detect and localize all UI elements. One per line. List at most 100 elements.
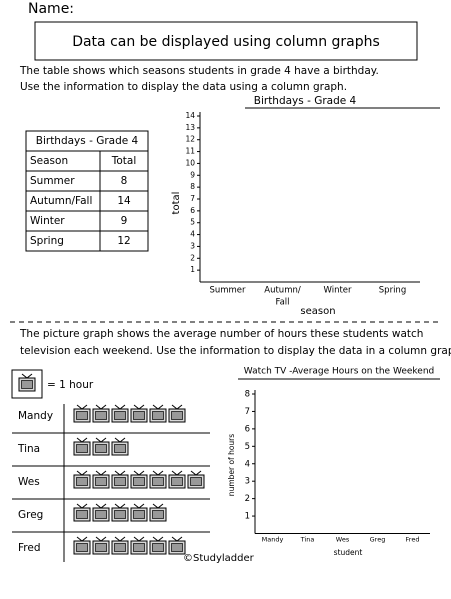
antenna bbox=[81, 503, 88, 509]
student-name: Tina bbox=[17, 443, 40, 455]
table-cell: 8 bbox=[121, 175, 128, 187]
x-tick-label: Fred bbox=[406, 536, 420, 544]
x-tick-label: Fall bbox=[275, 298, 289, 308]
x-tick-label: Autumn/ bbox=[264, 286, 301, 296]
y-tick-label: 2 bbox=[245, 494, 250, 504]
table-cell: 9 bbox=[121, 215, 128, 227]
y-tick-label: 13 bbox=[185, 123, 195, 132]
antenna bbox=[119, 437, 126, 443]
antenna bbox=[26, 373, 33, 379]
tv-screen bbox=[95, 543, 107, 552]
table-header: Total bbox=[111, 155, 137, 167]
y-tick-label: 6 bbox=[245, 424, 250, 434]
y-tick-label: 6 bbox=[190, 206, 195, 215]
tv-screen bbox=[152, 543, 164, 552]
antenna bbox=[152, 536, 159, 542]
x-axis-label: student bbox=[334, 548, 363, 557]
antenna bbox=[114, 536, 121, 542]
antenna bbox=[76, 404, 83, 410]
tv-screen bbox=[95, 411, 107, 420]
antenna bbox=[176, 536, 183, 542]
tv-screen bbox=[171, 543, 183, 552]
tv-screen bbox=[76, 444, 88, 453]
tv-icon bbox=[92, 404, 110, 423]
antenna bbox=[133, 470, 140, 476]
instruction: television each weekend. Use the informa… bbox=[20, 345, 451, 357]
antenna bbox=[190, 470, 197, 476]
x-axis-label: season bbox=[300, 306, 335, 317]
y-tick-label: 8 bbox=[190, 182, 195, 191]
antenna bbox=[152, 503, 159, 509]
table-cell: Spring bbox=[30, 235, 64, 247]
antenna bbox=[95, 470, 102, 476]
y-axis-label: total bbox=[171, 192, 182, 215]
tv-icon bbox=[149, 470, 167, 489]
tv-screen bbox=[171, 411, 183, 420]
x-tick-label: Greg bbox=[370, 536, 386, 544]
antenna bbox=[138, 503, 145, 509]
y-tick-label: 5 bbox=[190, 218, 195, 227]
y-axis-label: number of hours bbox=[227, 434, 236, 496]
x-tick-label: Wes bbox=[336, 536, 350, 544]
antenna bbox=[133, 404, 140, 410]
antenna bbox=[152, 470, 159, 476]
antenna bbox=[157, 503, 164, 509]
tv-icon bbox=[187, 470, 205, 489]
tv-icon bbox=[73, 470, 91, 489]
y-tick-label: 10 bbox=[185, 158, 195, 167]
antenna bbox=[119, 503, 126, 509]
name-label: Name: bbox=[28, 1, 74, 17]
tv-icon bbox=[168, 536, 186, 555]
antenna bbox=[176, 404, 183, 410]
x-tick-label: Mandy bbox=[262, 536, 284, 544]
y-tick-label: 12 bbox=[185, 135, 195, 144]
tv-icon bbox=[73, 404, 91, 423]
antenna bbox=[119, 470, 126, 476]
antenna bbox=[157, 470, 164, 476]
tv-icon bbox=[73, 536, 91, 555]
tv-screen bbox=[76, 543, 88, 552]
tv-screen bbox=[114, 543, 126, 552]
x-tick-label: Tina bbox=[300, 536, 315, 544]
tv-icon bbox=[149, 536, 167, 555]
x-tick-label: Winter bbox=[323, 286, 352, 296]
tv-icon bbox=[111, 437, 129, 456]
tv-screen bbox=[95, 477, 107, 486]
y-tick-label: 11 bbox=[185, 147, 195, 156]
tv-icon bbox=[130, 536, 148, 555]
tv-icon bbox=[168, 404, 186, 423]
x-tick-label: Summer bbox=[209, 286, 246, 296]
student-name: Greg bbox=[18, 509, 43, 521]
tv-icon bbox=[111, 536, 129, 555]
worksheet-title: Data can be displayed using column graph… bbox=[72, 34, 380, 50]
antenna bbox=[100, 404, 107, 410]
antenna bbox=[95, 503, 102, 509]
tv-screen bbox=[133, 477, 145, 486]
table-cell: Winter bbox=[30, 215, 65, 227]
tv-screen bbox=[114, 411, 126, 420]
antenna bbox=[81, 437, 88, 443]
tv-screen bbox=[133, 543, 145, 552]
tv-icon bbox=[73, 503, 91, 522]
antenna bbox=[76, 536, 83, 542]
instruction: The picture graph shows the average numb… bbox=[19, 328, 423, 340]
title-box bbox=[34, 21, 418, 61]
y-tick-label: 4 bbox=[190, 230, 195, 239]
tv-icon bbox=[149, 404, 167, 423]
antenna bbox=[95, 437, 102, 443]
antenna bbox=[171, 404, 178, 410]
antenna bbox=[81, 404, 88, 410]
antenna bbox=[100, 536, 107, 542]
tv-icon bbox=[92, 536, 110, 555]
antenna bbox=[81, 536, 88, 542]
tv-icon bbox=[92, 503, 110, 522]
chart-title: Birthdays - Grade 4 bbox=[254, 95, 357, 107]
tv-icon bbox=[130, 404, 148, 423]
antenna bbox=[171, 470, 178, 476]
antenna bbox=[133, 503, 140, 509]
tv-icon bbox=[149, 503, 167, 522]
tv-icon bbox=[111, 404, 129, 423]
antenna bbox=[171, 536, 178, 542]
antenna bbox=[195, 470, 202, 476]
table-cell: 14 bbox=[117, 195, 131, 207]
